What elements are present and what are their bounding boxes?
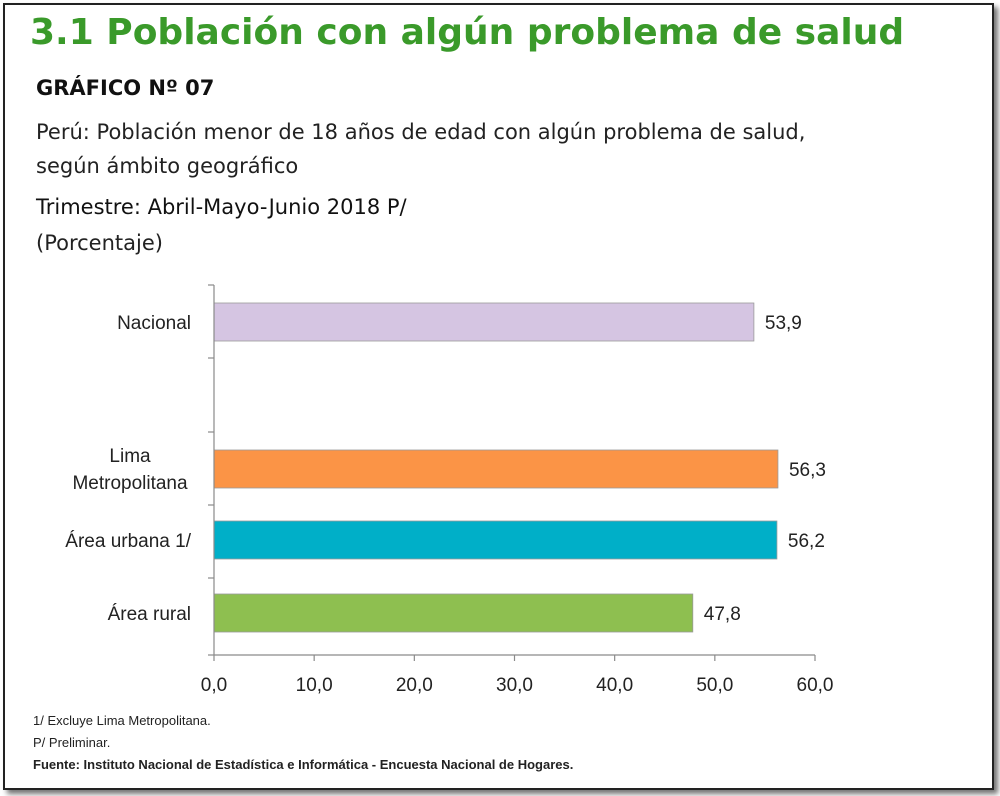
x-tick-label-2: 20,0 <box>396 675 433 696</box>
subtitle-line-2: según ámbito geográfico <box>36 154 299 178</box>
x-tick-label-6: 60,0 <box>797 675 834 696</box>
category-label-3: Área rural <box>108 604 191 625</box>
value-label-0: 53,9 <box>765 313 802 334</box>
bar-3 <box>213 593 694 633</box>
footnote-2: P/ Preliminar. <box>33 735 111 750</box>
value-label-2: 56,2 <box>788 531 825 552</box>
figure-label: GRÁFICO Nº 07 <box>36 76 215 100</box>
subtitle-line-1: Perú: Población menor de 18 años de edad… <box>36 120 806 144</box>
bar-0 <box>213 302 755 342</box>
value-label-1: 56,3 <box>789 460 826 481</box>
figure-frame <box>3 3 994 790</box>
category-label-2: Área urbana 1/ <box>65 531 191 552</box>
x-tick-label-0: 0,0 <box>201 675 227 696</box>
x-tick-label-1: 10,0 <box>296 675 333 696</box>
category-label-1-line-1: Lima <box>109 446 151 467</box>
value-label-3: 47,8 <box>704 604 741 625</box>
source-note: Fuente: Instituto Nacional de Estadístic… <box>33 757 574 772</box>
unit-label: (Porcentaje) <box>36 231 163 255</box>
category-label-1-line-2: Metropolitana <box>72 473 188 494</box>
bar-1 <box>213 449 779 489</box>
x-tick-label-3: 30,0 <box>496 675 533 696</box>
category-label-0: Nacional <box>117 313 191 334</box>
chart-subtitle: Perú: Población menor de 18 años de edad… <box>36 115 986 183</box>
footnote-1: 1/ Excluye Lima Metropolitana. <box>33 713 211 728</box>
section-title: 3.1 Población con algún problema de salu… <box>30 12 905 53</box>
bar-2 <box>213 520 778 560</box>
x-tick-label-4: 40,0 <box>596 675 633 696</box>
x-tick-label-5: 50,0 <box>696 675 733 696</box>
period-label: Trimestre: Abril-Mayo-Junio 2018 P/ <box>36 195 407 219</box>
